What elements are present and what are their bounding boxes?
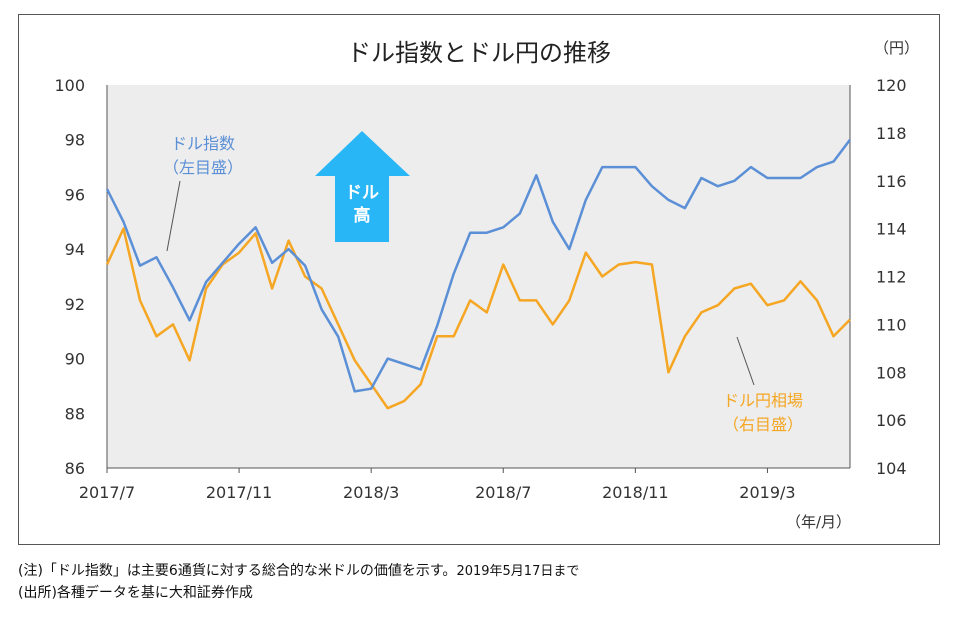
dollar-index-axis-note: （左目盛） (163, 158, 243, 177)
right-tick-label: 116 (876, 172, 907, 191)
left-tick-label: 88 (65, 404, 85, 423)
x-axis-label: （年/月） (786, 513, 851, 531)
x-tick-label: 2017/7 (79, 483, 135, 502)
dollar-strength-arrow (315, 131, 410, 242)
footnote-1-main: (注)「ドル指数」は主要6通貨に対する総合的な米ドルの価値を示す。 (18, 563, 457, 579)
left-tick-label: 94 (65, 240, 85, 259)
footnote-1: (注)「ドル指数」は主要6通貨に対する総合的な米ドルの価値を示す。2019年5月… (18, 560, 579, 580)
right-tick-label: 106 (876, 411, 907, 430)
left-tick-label: 92 (65, 295, 85, 314)
plot-area (107, 85, 850, 468)
left-tick-label: 100 (54, 76, 85, 95)
left-tick-label: 90 (65, 350, 85, 369)
footnote-1-date: 2019年5月17日まで (456, 564, 580, 579)
right-axis-unit: （円） (874, 39, 919, 57)
right-tick-label: 110 (876, 315, 907, 334)
right-tick-label: 114 (876, 220, 907, 239)
right-tick-label: 120 (876, 76, 907, 95)
right-tick-label: 108 (876, 363, 907, 382)
x-tick-label: 2018/3 (343, 483, 399, 502)
dollar-index-label: ドル指数 (171, 134, 235, 153)
arrow-label-line2: 高 (354, 205, 371, 226)
chart-title: ドル指数とドル円の推移 (347, 39, 611, 67)
dollar-index-leader (166, 180, 181, 252)
arrow-label-line1: ドル (345, 183, 379, 203)
left-tick-label: 98 (65, 131, 85, 150)
x-tick-label: 2017/11 (206, 483, 272, 502)
x-tick-label: 2019/3 (739, 483, 795, 502)
right-tick-label: 104 (876, 459, 907, 478)
x-tick-label: 2018/11 (602, 483, 668, 502)
left-tick-label: 96 (65, 185, 85, 204)
x-tick-label: 2018/7 (475, 483, 531, 502)
usdjpy-line (105, 227, 851, 410)
footnote-2: (出所)各種データを基に大和証券作成 (18, 585, 253, 601)
left-tick-label: 86 (65, 459, 85, 478)
usdjpy-leader (736, 336, 755, 386)
right-tick-label: 112 (876, 268, 907, 287)
dollar-index-line (105, 138, 851, 393)
chart-frame: ドル指数とドル円の推移 86 88 90 92 94 96 98 100 104 106 108 110… (18, 14, 940, 545)
right-tick-label: 118 (876, 124, 907, 143)
chart-svg: ドル指数とドル円の推移 86 88 90 92 94 96 98 100 104 106 108 110… (54, 39, 919, 531)
usdjpy-label: ドル円相場 (723, 391, 803, 410)
usdjpy-axis-note: （右目盛） (723, 415, 803, 434)
